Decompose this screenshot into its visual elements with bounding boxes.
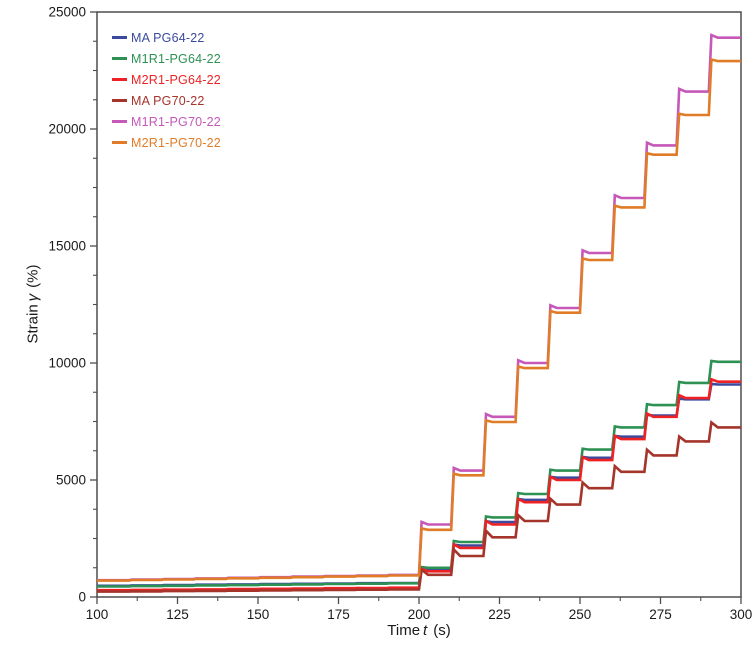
y-axis-label: Strain γ (%) — [25, 264, 42, 343]
x-axis-label-text: Time — [387, 622, 421, 639]
svg-text:100: 100 — [86, 607, 109, 622]
legend-line-sample — [112, 78, 127, 81]
svg-text:10000: 10000 — [48, 356, 86, 371]
svg-text:250: 250 — [569, 607, 592, 622]
legend-item-m1r1-pg70: M1R1-PG70-22 — [112, 111, 221, 132]
legend-line-sample — [112, 141, 127, 144]
legend-line-sample — [112, 120, 127, 123]
svg-text:175: 175 — [327, 607, 350, 622]
legend-line-sample — [112, 36, 127, 39]
x-axis-unit: (s) — [433, 622, 451, 639]
svg-text:5000: 5000 — [56, 473, 86, 488]
svg-text:0: 0 — [78, 590, 86, 605]
legend-line-sample — [112, 99, 127, 102]
y-axis-variable: γ — [24, 293, 42, 302]
legend-label: MA PG70-22 — [131, 93, 205, 108]
y-axis-unit: (%) — [24, 264, 42, 288]
chart-legend: MA PG64-22 M1R1-PG64-22 M2R1-PG64-22 MA … — [112, 27, 221, 153]
svg-text:125: 125 — [166, 607, 189, 622]
legend-label: M1R1-PG70-22 — [131, 114, 221, 129]
legend-label: M2R1-PG64-22 — [131, 72, 221, 87]
x-axis-variable: t — [423, 622, 428, 639]
x-axis-label: Time t (s) — [387, 622, 450, 639]
svg-text:150: 150 — [247, 607, 270, 622]
legend-item-ma-pg64: MA PG64-22 — [112, 27, 221, 48]
svg-text:15000: 15000 — [48, 239, 86, 254]
svg-text:300: 300 — [730, 607, 753, 622]
legend-item-ma-pg70: MA PG70-22 — [112, 90, 221, 111]
y-axis-label-text: Strain — [24, 304, 42, 344]
svg-text:20000: 20000 — [48, 122, 86, 137]
svg-text:225: 225 — [488, 607, 511, 622]
legend-item-m1r1-pg64: M1R1-PG64-22 — [112, 48, 221, 69]
svg-text:25000: 25000 — [48, 5, 86, 20]
legend-label: M2R1-PG70-22 — [131, 135, 221, 150]
legend-label: MA PG64-22 — [131, 30, 205, 45]
legend-label: M1R1-PG64-22 — [131, 51, 221, 66]
svg-text:275: 275 — [649, 607, 672, 622]
svg-text:200: 200 — [408, 607, 431, 622]
legend-item-m2r1-pg64: M2R1-PG64-22 — [112, 69, 221, 90]
legend-line-sample — [112, 57, 127, 60]
legend-item-m2r1-pg70: M2R1-PG70-22 — [112, 132, 221, 153]
